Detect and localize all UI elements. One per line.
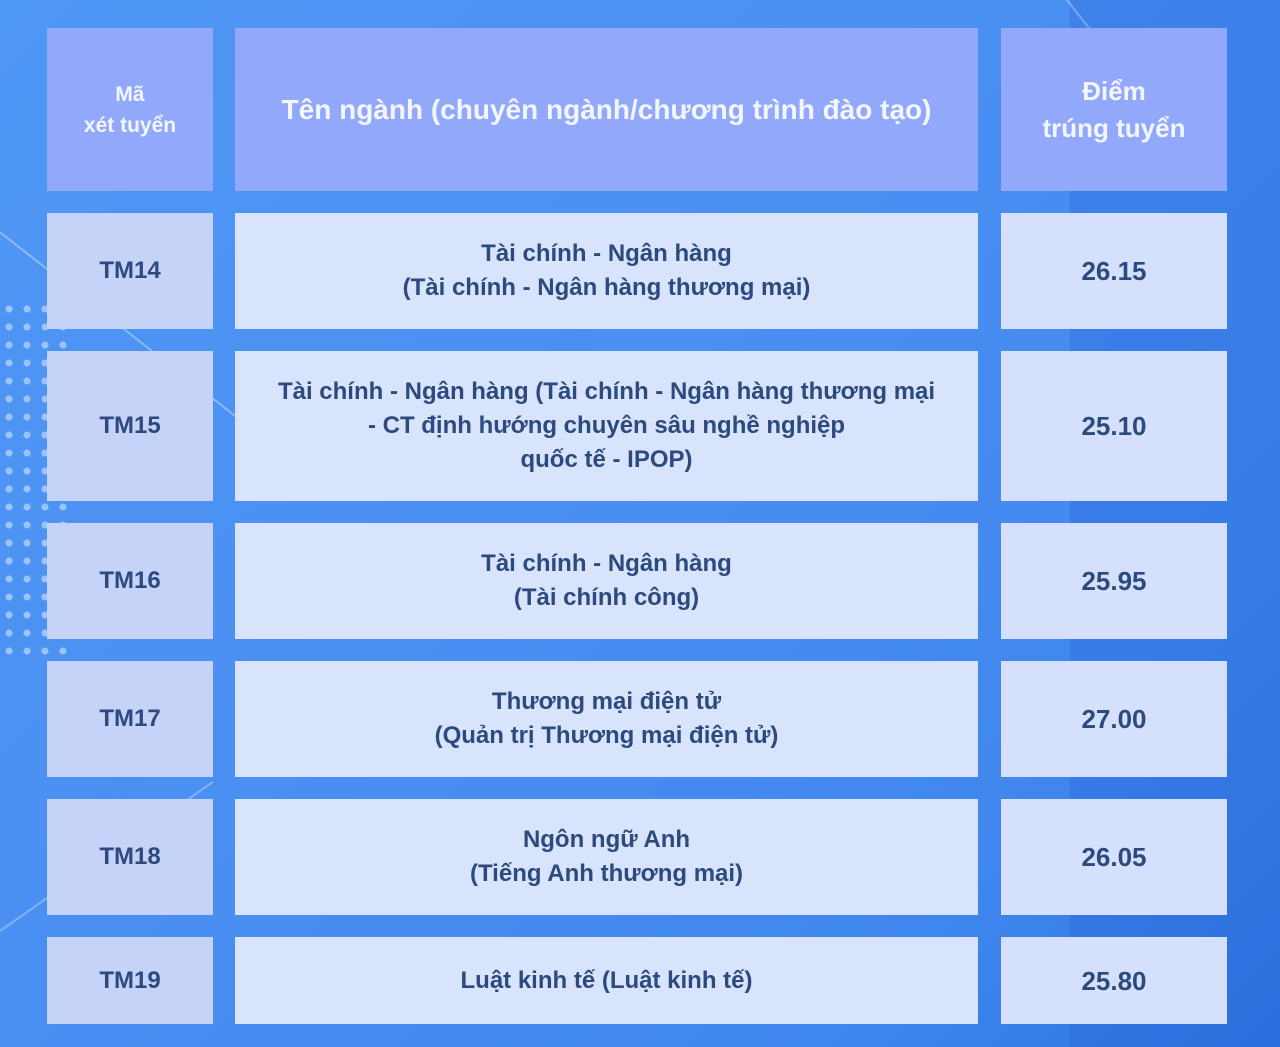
row-score: 25.80 [1001,937,1227,1024]
row-name: Tài chính - Ngân hàng (Tài chính - Ngân … [235,351,978,501]
row-code: TM17 [47,661,213,777]
row-name: Luật kinh tế (Luật kinh tế) [235,937,978,1024]
row-name: Ngôn ngữ Anh (Tiếng Anh thương mại) [235,799,978,915]
row-code: TM18 [47,799,213,915]
row-score: 26.05 [1001,799,1227,915]
row-score: 25.95 [1001,523,1227,639]
row-code: TM14 [47,213,213,329]
row-code: TM16 [47,523,213,639]
header-code: Mã xét tuyển [47,28,213,191]
header-name: Tên ngành (chuyên ngành/chương trình đào… [235,28,978,191]
row-name: Tài chính - Ngân hàng (Tài chính công) [235,523,978,639]
row-code: TM15 [47,351,213,501]
row-score: 27.00 [1001,661,1227,777]
row-score: 25.10 [1001,351,1227,501]
row-score: 26.15 [1001,213,1227,329]
row-name: Thương mại điện tử (Quản trị Thương mại … [235,661,978,777]
header-score: Điểm trúng tuyển [1001,28,1227,191]
row-name: Tài chính - Ngân hàng (Tài chính - Ngân … [235,213,978,329]
row-code: TM19 [47,937,213,1024]
